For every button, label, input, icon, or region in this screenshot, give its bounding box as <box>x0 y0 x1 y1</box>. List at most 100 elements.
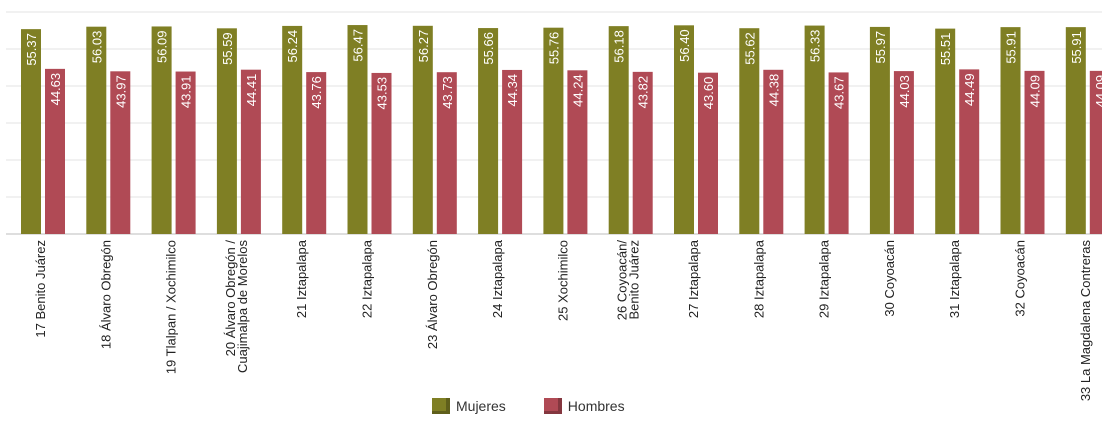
bar-hombres <box>1024 70 1045 234</box>
bar-value-label: 43.67 <box>832 76 847 109</box>
bar-value-label: 55.59 <box>220 32 235 65</box>
bar-mujeres <box>804 25 825 235</box>
bar-mujeres <box>935 28 956 234</box>
category-label: 22 Iztapalapa <box>360 239 375 318</box>
bar-value-label: 43.76 <box>309 76 324 109</box>
bar-value-label: 44.34 <box>505 74 520 107</box>
category-label: 31 Iztapalapa <box>947 239 962 318</box>
category-label-line: 30 Coyoacán <box>882 240 897 317</box>
bar-value-label: 44.38 <box>766 74 781 107</box>
bar-hombres <box>371 72 392 235</box>
bar-value-label: 44.09 <box>1093 75 1102 108</box>
bar-value-label: 56.27 <box>416 30 431 63</box>
category-label: 32 Coyoacán <box>1013 240 1028 317</box>
bar-mujeres <box>86 26 107 235</box>
bar-hombres <box>567 70 588 234</box>
bar-value-labels: 55.37 44.63 56.03 43.97 56.09 43.91 55.59 44.41… <box>24 29 1102 109</box>
category-label: 25 Xochimilco <box>555 240 570 321</box>
bar-value-label: 43.73 <box>440 76 455 109</box>
category-label: 23 Álvaro Obregón <box>425 240 440 349</box>
category-label: 24 Iztapalapa <box>490 239 505 318</box>
bar-hombres <box>763 69 784 234</box>
bar-value-label: 56.47 <box>351 29 366 62</box>
bar-value-label: 56.33 <box>808 30 823 63</box>
category-label: 18 Álvaro Obregón <box>98 240 113 349</box>
bar-value-label: 43.82 <box>636 76 651 109</box>
bar-value-label: 55.51 <box>938 33 953 66</box>
bar-mujeres <box>869 26 890 235</box>
bar-value-label: 43.97 <box>113 75 128 108</box>
category-label-line: 25 Xochimilco <box>555 240 570 321</box>
bar-hombres <box>175 71 196 235</box>
category-label-line: 29 Iztapalapa <box>817 239 832 318</box>
bar-value-label: 44.41 <box>244 74 259 107</box>
bar-value-label: 44.24 <box>570 74 585 107</box>
legend-item-mujeres: Mujeres <box>432 398 506 414</box>
category-label-line: 32 Coyoacán <box>1013 240 1028 317</box>
category-label-line: 27 Iztapalapa <box>686 239 701 318</box>
bar-hombres <box>502 69 523 234</box>
legend-label-hombres: Hombres <box>567 398 625 414</box>
category-label-line: 19 Tlalpan / Xochimilco <box>164 240 179 374</box>
category-label-line: 26 Coyoacán/ <box>615 240 630 321</box>
category-label: 19 Tlalpan / Xochimilco <box>164 240 179 374</box>
bar-hombres <box>828 72 849 235</box>
category-label-line: 31 Iztapalapa <box>947 239 962 318</box>
category-label-line: 24 Iztapalapa <box>490 239 505 318</box>
bar-hombres <box>959 69 980 235</box>
category-label-line: Cuajimalpa de Morelos <box>235 240 250 373</box>
bar-value-label: 56.24 <box>285 30 300 63</box>
bar-mujeres <box>412 25 433 235</box>
category-label: 26 Coyoacán/Benito Juárez <box>615 240 642 321</box>
bar-value-label: 44.49 <box>962 73 977 106</box>
bar-value-label: 55.66 <box>481 32 496 65</box>
bar-mujeres <box>543 27 564 234</box>
bar-value-label: 55.97 <box>873 31 888 64</box>
bar-hombres <box>110 71 131 234</box>
category-label-line: 22 Iztapalapa <box>360 239 375 318</box>
category-label: 17 Benito Juárez <box>33 240 48 338</box>
category-label-line: 28 Iztapalapa <box>751 239 766 318</box>
bar-mujeres <box>1065 27 1086 235</box>
legend-item-hombres: Hombres <box>543 398 625 414</box>
category-label: 30 Coyoacán <box>882 240 897 317</box>
legend-swatch-mujeres <box>432 398 450 414</box>
bar-value-label: 55.91 <box>1069 31 1084 64</box>
bar-hombres <box>45 68 65 234</box>
category-label-line: 20 Álvaro Obregón / <box>223 240 238 357</box>
bar-mujeres <box>151 26 172 235</box>
category-label: 28 Iztapalapa <box>751 239 766 318</box>
bar-mujeres <box>739 28 760 235</box>
category-label-line: 23 Álvaro Obregón <box>425 240 440 349</box>
bar-hombres <box>1089 70 1102 234</box>
bar-value-label: 55.91 <box>1004 31 1019 64</box>
bar-value-label: 56.03 <box>89 31 104 64</box>
legend-swatch-hombres <box>543 398 562 414</box>
bar-value-label: 55.62 <box>742 32 757 65</box>
bar-value-label: 43.91 <box>179 76 194 109</box>
bar-hombres <box>240 69 261 234</box>
bar-value-label: 43.53 <box>375 77 390 110</box>
category-label-line: 18 Álvaro Obregón <box>98 240 113 349</box>
bar-mujeres <box>216 28 237 234</box>
category-label-line: Benito Juárez <box>627 240 642 320</box>
bar-value-label: 55.37 <box>24 33 39 66</box>
bar-hombres <box>893 71 914 235</box>
category-label-line: 21 Iztapalapa <box>294 239 309 318</box>
bar-hombres <box>698 72 718 235</box>
bar-value-label: 43.60 <box>701 77 716 110</box>
bar-mujeres <box>1000 27 1021 235</box>
bar-value-label: 44.09 <box>1028 75 1043 108</box>
category-label: 27 Iztapalapa <box>686 239 701 318</box>
bar-mujeres <box>478 28 499 235</box>
bar-mujeres <box>608 26 629 234</box>
category-label-line: 17 Benito Juárez <box>33 240 48 338</box>
bar-hombres <box>436 72 457 234</box>
category-labels: 17 Benito Juárez 18 Álvaro Obregón 19 Tlal… <box>33 239 1093 401</box>
bar-mujeres <box>674 25 694 234</box>
bar-mujeres <box>347 25 368 234</box>
category-label: 20 Álvaro Obregón /Cuajimalpa de Morelos <box>223 240 250 373</box>
bar-hombres <box>306 72 327 234</box>
bar-value-label: 55.76 <box>546 32 561 65</box>
